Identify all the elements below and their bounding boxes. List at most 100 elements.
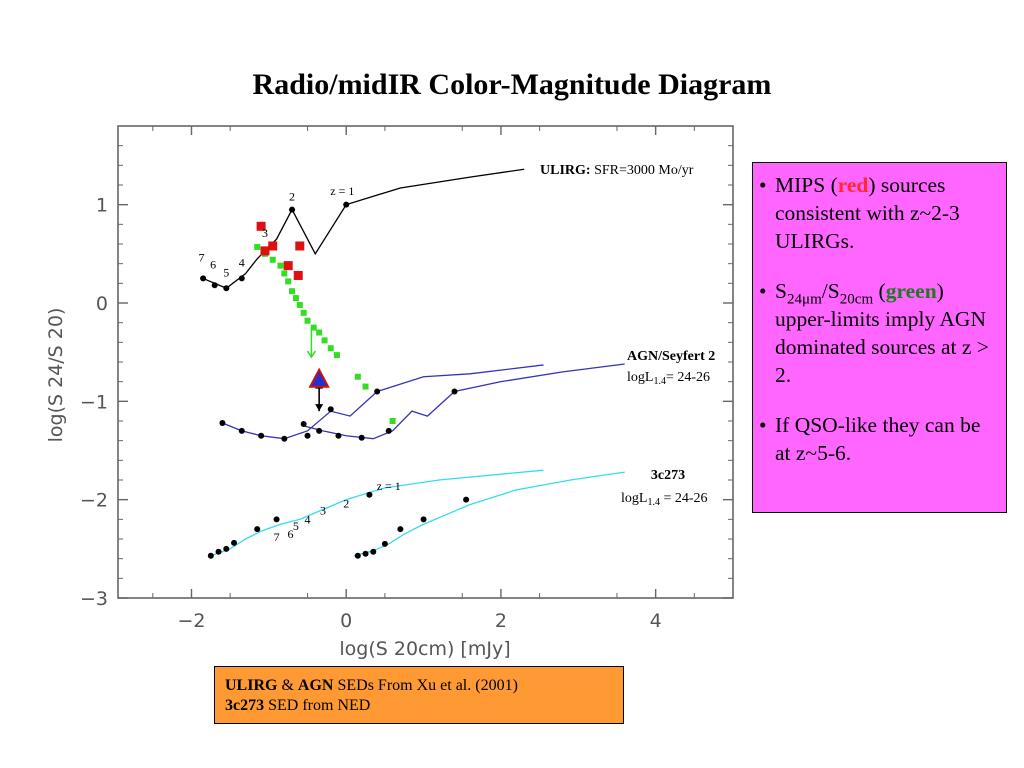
- green-upper-limit-point: [281, 270, 288, 277]
- x-tick-label: −2: [177, 610, 205, 632]
- red-mips-point: [283, 261, 293, 271]
- series-marker: [273, 516, 280, 523]
- bullet-dot: •: [759, 279, 767, 303]
- redshift-label: 7: [199, 251, 205, 265]
- series-marker: [300, 420, 307, 427]
- series-marker: [219, 419, 226, 426]
- redshift-label: 2: [289, 190, 295, 204]
- green-upper-limit-point: [333, 352, 340, 359]
- slide-title: Radio/midIR Color-Magnitude Diagram: [252, 68, 772, 101]
- series-marker: [304, 432, 311, 439]
- x-tick-label: 2: [495, 610, 507, 632]
- ulirg-label-rest: SFR=3000 Mo/yr: [591, 163, 694, 178]
- series-marker: [238, 427, 245, 434]
- black-arrow-head-down: [315, 404, 324, 412]
- x-tick-label: 0: [340, 610, 352, 632]
- series-marker: [258, 432, 265, 439]
- series-marker: [238, 275, 245, 282]
- series-marker: [335, 432, 342, 439]
- blue-triangle-marker: [308, 367, 330, 388]
- ulirg-label-bold: ULIRG:: [540, 163, 591, 178]
- y-tick-label: −2: [80, 490, 108, 512]
- series-marker: [362, 550, 369, 557]
- redshift-label: 4: [305, 512, 311, 526]
- green-upper-limit-point: [310, 324, 317, 331]
- reference-line-2: 3c273 SED from NED: [225, 696, 613, 716]
- red-mips-point: [256, 221, 266, 231]
- green-upper-limit-point: [316, 329, 323, 336]
- bullet-green: green: [885, 279, 937, 303]
- qso-lum-suffix: = 24-26: [660, 491, 708, 506]
- red-mips-point: [260, 246, 270, 256]
- agn-lum-prefix: logL: [627, 370, 653, 385]
- series-marker: [281, 435, 288, 442]
- series-marker: [316, 427, 323, 434]
- bullet-qso: • If QSO-like they can be at z~5-6.: [759, 411, 996, 467]
- green-upper-limit-point: [254, 243, 261, 250]
- series-marker: [451, 388, 458, 395]
- y-tick-label: −1: [80, 391, 108, 413]
- green-upper-limit-point: [389, 418, 396, 424]
- summary-box: • MIPS (red) sources consistent with z~2…: [752, 162, 1007, 513]
- series-line-4: [353, 471, 625, 557]
- green-upper-limit-point: [327, 345, 334, 352]
- y-axis-label: log(S 24/S 20): [45, 308, 67, 443]
- green-upper-limit-point: [362, 383, 369, 390]
- redshift-label: 4: [239, 256, 245, 270]
- green-upper-limit-point: [321, 337, 328, 344]
- agn-label: AGN/Seyfert 2: [627, 349, 715, 364]
- bullet-mips: • MIPS (red) sources consistent with z~2…: [759, 171, 996, 255]
- red-mips-point: [268, 241, 278, 251]
- agn-luminosity: logL1.4= 24-26: [627, 370, 710, 387]
- series-marker: [327, 406, 334, 413]
- red-mips-point: [293, 270, 303, 280]
- bullet-upper-limits: • S24μm/S20cm (green) upper-limits imply…: [759, 277, 996, 389]
- series-marker: [254, 526, 261, 533]
- reference-box: ULIRG & AGN SEDs From Xu et al. (2001) 3…: [214, 666, 624, 724]
- x-axis-label: log(S 20cm) [mJy]: [339, 638, 510, 660]
- redshift-label: 5: [223, 265, 229, 279]
- series-marker: [463, 496, 470, 503]
- bullet-mips-red: red: [837, 173, 869, 197]
- series-line-2: [303, 363, 625, 440]
- series-marker: [420, 516, 427, 523]
- bullet-dot: •: [759, 413, 767, 437]
- ref-qso: 3c273: [225, 697, 265, 714]
- green-upper-limit-point: [304, 317, 311, 324]
- series-marker: [370, 548, 377, 555]
- series-marker: [366, 491, 373, 498]
- ref-line2-rest: SED from NED: [264, 697, 371, 714]
- bullet-s20-sub: 20cm: [839, 291, 874, 308]
- qso-label: 3c273: [651, 468, 685, 483]
- bullet-dot: •: [759, 173, 767, 197]
- plot-frame: −2 0 2 4 −3 −2 −1 0 1: [80, 125, 734, 632]
- redshift-label: 6: [210, 258, 216, 272]
- series-marker: [200, 275, 207, 282]
- series-marker: [231, 539, 238, 546]
- series-marker: [358, 434, 365, 441]
- bullet-mips-prefix: MIPS (: [775, 173, 838, 197]
- redshift-label: 2: [343, 497, 349, 511]
- redshift-label: z = 1: [330, 184, 354, 198]
- green-upper-limit-point: [289, 288, 296, 295]
- redshift-label: z = 1: [377, 479, 401, 493]
- ref-line1-rest: SEDs From Xu et al. (2001): [333, 677, 518, 694]
- green-upper-limit-point: [285, 278, 292, 285]
- series-line-3: [210, 469, 544, 557]
- green-upper-limit-point: [277, 262, 284, 269]
- redshift-label: 6: [288, 527, 294, 541]
- reference-line-1: ULIRG & AGN SEDs From Xu et al. (2001): [225, 676, 613, 696]
- series-marker: [354, 552, 361, 559]
- series-marker: [215, 548, 222, 555]
- bullet-open: (: [873, 279, 886, 303]
- series-marker: [397, 526, 404, 533]
- qso-luminosity: logL1.4 = 24-26: [621, 491, 708, 508]
- series-group: [200, 168, 625, 559]
- series-marker: [223, 285, 230, 292]
- y-tick-label: 1: [96, 195, 108, 217]
- points-group: [254, 221, 396, 424]
- qso-lum-prefix: logL: [621, 491, 647, 506]
- annotation-group: ULIRG: SFR=3000 Mo/yr AGN/Seyfert 2 logL1.…: [199, 163, 716, 544]
- y-tick-label: 0: [96, 293, 108, 315]
